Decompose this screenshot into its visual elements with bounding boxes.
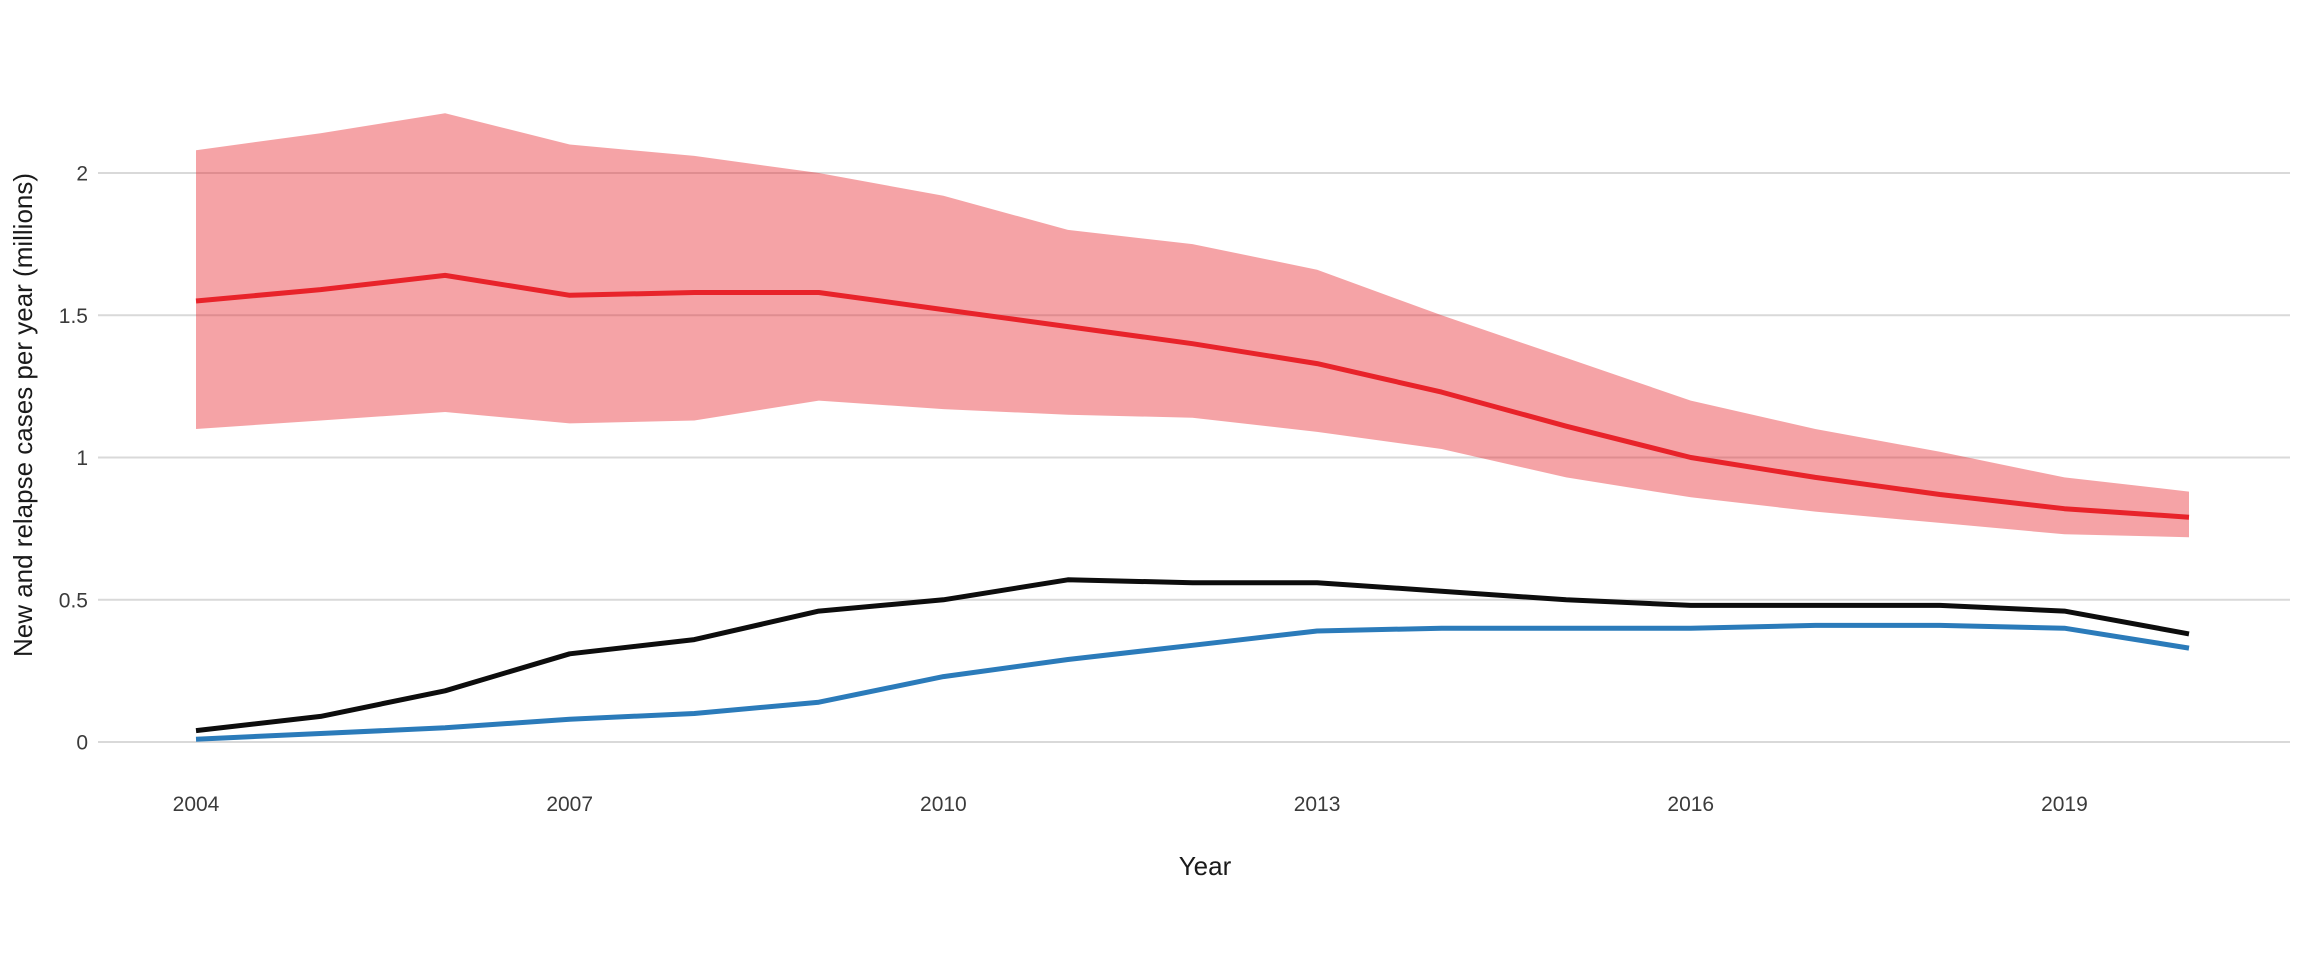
y-tick-label: 2 [76,163,88,186]
uncertainty-band-group [196,113,2189,538]
y-tick-label: 1.5 [59,305,88,328]
y-axis-tick-labels: 0 0.5 1 1.5 2 [59,163,88,755]
x-axis-tick-labels: 2004 2007 2010 2013 2016 2019 [173,793,2088,816]
y-tick-label: 0 [76,732,88,755]
x-tick-label: 2004 [173,793,220,816]
x-tick-label: 2013 [1294,793,1341,816]
x-tick-label: 2007 [546,793,593,816]
x-tick-label: 2016 [1667,793,1714,816]
y-axis-title: New and relapse cases per year (millions… [8,173,38,657]
blue-line [195,622,2190,742]
red-line [195,272,2190,520]
data-lines-group [195,272,2190,742]
black-line [195,577,2190,734]
y-tick-label: 0.5 [59,589,88,612]
uncertainty-band [196,113,2189,538]
y-tick-label: 1 [76,447,88,470]
x-axis-title: Year [1179,851,1232,881]
x-tick-label: 2010 [920,793,967,816]
gridlines-group [98,172,2290,743]
x-tick-label: 2019 [2041,793,2088,816]
